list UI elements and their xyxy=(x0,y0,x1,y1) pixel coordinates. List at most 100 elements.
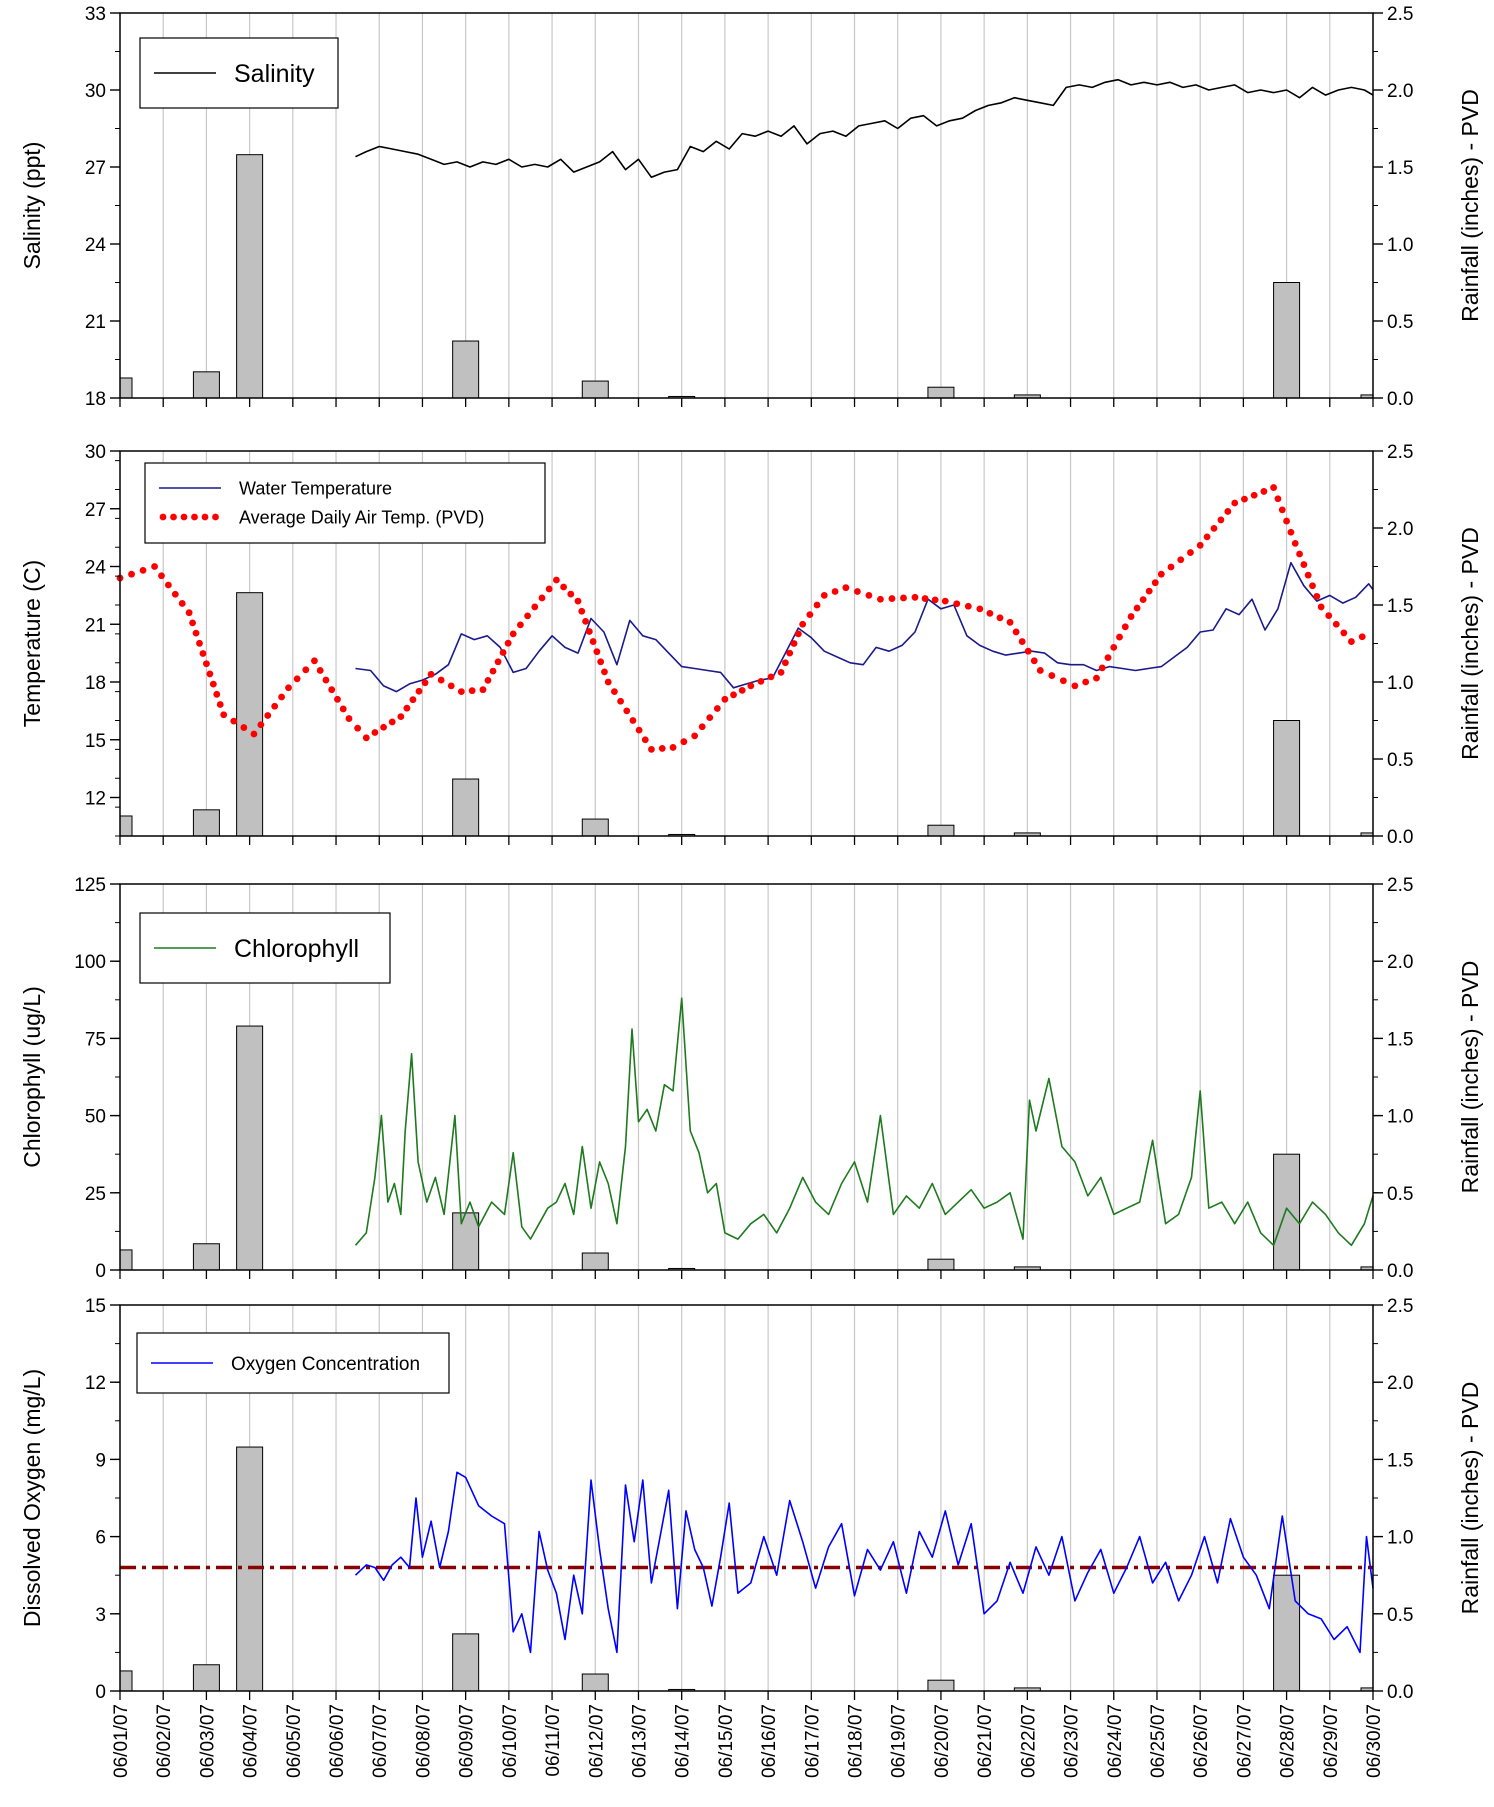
air-temp-point xyxy=(777,668,785,676)
air-temp-point xyxy=(128,570,135,578)
air-temp-point xyxy=(604,678,612,686)
air-temp-point xyxy=(911,593,919,601)
air-temp-point xyxy=(192,629,200,637)
legend-label: Oxygen Concentration xyxy=(231,1354,420,1375)
air-temp-point xyxy=(567,590,575,598)
air-temp-point xyxy=(953,600,961,608)
air-temp-point xyxy=(388,718,396,726)
rainfall-bar xyxy=(119,815,133,837)
air-temp-point xyxy=(1030,657,1038,665)
air-temp-point xyxy=(964,602,972,610)
air-temp-point xyxy=(1116,633,1123,641)
y-axis-title: Chlorophyll (ug/L) xyxy=(19,986,45,1168)
air-temp-point xyxy=(240,724,248,731)
x-tick-label: 06/17/07 xyxy=(802,1704,823,1778)
y2-tick-label: 1.0 xyxy=(1387,673,1413,694)
rainfall-bar xyxy=(581,818,609,837)
y2-tick-label: 2.5 xyxy=(1387,875,1413,896)
x-tick-label: 06/22/07 xyxy=(1018,1704,1039,1778)
air-temp-point xyxy=(806,611,814,619)
air-temp-point xyxy=(524,612,531,620)
rainfall-bar xyxy=(192,371,220,399)
legend-swatch xyxy=(180,513,188,521)
air-temp-point xyxy=(986,609,994,617)
air-temp-point xyxy=(311,657,318,665)
air-temp-point xyxy=(574,597,582,605)
y2-tick-label: 1.0 xyxy=(1387,235,1413,256)
air-temp-point xyxy=(139,566,147,574)
air-temp-point xyxy=(1048,672,1056,679)
air-temp-point xyxy=(888,595,896,602)
air-temp-point xyxy=(499,649,507,656)
air-temp-point xyxy=(790,640,798,647)
air-temp-point xyxy=(1317,603,1325,611)
x-tick-label: 06/16/07 xyxy=(759,1704,780,1778)
y2-tick-label: 0.5 xyxy=(1387,312,1413,333)
x-tick-label: 06/10/07 xyxy=(500,1704,521,1778)
air-temp-point xyxy=(589,638,597,645)
air-temp-point xyxy=(921,595,929,602)
air-temp-point xyxy=(1139,596,1147,604)
rainfall-bar xyxy=(581,1673,609,1692)
air-temp-point xyxy=(271,702,279,710)
air-temp-point xyxy=(185,609,193,617)
rainfall-bar xyxy=(1273,720,1301,837)
y-tick-label: 33 xyxy=(85,4,106,25)
air-temp-point xyxy=(1059,677,1067,685)
air-temp-point xyxy=(680,738,688,746)
air-temp-point xyxy=(706,714,714,722)
air-temp-point xyxy=(781,659,789,667)
x-tick-label: 06/26/07 xyxy=(1191,1704,1212,1778)
panel-2: 12 15 18 21 24 27 30 0.0 0.5 1.0 1.5 2.0 2.5 Temperat… xyxy=(19,442,1483,848)
y-tick-label: 27 xyxy=(85,500,106,521)
air-temp-point xyxy=(354,724,362,732)
rainfall-bar xyxy=(452,340,480,399)
y-tick-label: 15 xyxy=(85,1296,106,1317)
air-temp-point xyxy=(799,620,807,628)
y-axis-title: Salinity (ppt) xyxy=(19,142,45,270)
rainfall-bar xyxy=(927,386,955,399)
panel-3: 0 25 50 75 100 125 0.0 0.5 1.0 1.5 2.0 2.5 Chlorophy… xyxy=(19,875,1483,1282)
y-tick-label: 100 xyxy=(74,952,106,973)
x-tick-label: 06/08/07 xyxy=(413,1704,434,1778)
y-tick-label: 30 xyxy=(85,81,106,102)
y-tick-label: 50 xyxy=(85,1107,106,1128)
air-temp-point xyxy=(877,595,884,603)
air-temp-point xyxy=(1024,647,1032,655)
legend-label: Average Daily Air Temp. (PVD) xyxy=(239,507,484,527)
air-temp-point xyxy=(601,668,608,676)
y2-tick-label: 1.5 xyxy=(1387,596,1413,617)
y-tick-label: 30 xyxy=(85,442,106,463)
air-temp-point xyxy=(1012,628,1020,636)
y2-tick-label: 0.0 xyxy=(1387,1682,1413,1703)
air-temp-point xyxy=(578,607,586,615)
rainfall-bar xyxy=(452,1633,480,1692)
air-temp-point xyxy=(1098,664,1106,672)
air-temp-point xyxy=(1210,524,1218,532)
rainfall-bar xyxy=(1273,1574,1301,1692)
air-temp-point xyxy=(597,658,605,666)
air-temp-point xyxy=(552,576,560,584)
air-temp-point xyxy=(220,711,228,719)
air-temp-point xyxy=(1332,620,1340,628)
air-temp-point xyxy=(316,667,324,674)
legend: Oxygen Concentration xyxy=(136,1332,450,1394)
air-temp-point xyxy=(1196,541,1204,549)
air-temp-point xyxy=(611,688,618,696)
y2-axis-title: Rainfall (inches) - PVD xyxy=(1457,961,1483,1194)
y-tick-label: 3 xyxy=(95,1605,106,1626)
air-temp-point xyxy=(403,704,411,712)
rainfall-bar xyxy=(581,380,609,399)
x-tick-label: 06/07/07 xyxy=(370,1704,391,1778)
air-temp-point xyxy=(189,619,196,627)
y2-tick-label: 2.0 xyxy=(1387,1373,1413,1394)
air-temp-point xyxy=(582,617,589,625)
air-temp-point xyxy=(409,696,417,704)
air-temp-point xyxy=(1278,506,1286,514)
air-temp-point xyxy=(328,686,336,694)
y-axis-title: Dissolved Oxygen (mg/L) xyxy=(19,1369,45,1627)
air-temp-point xyxy=(1145,587,1153,595)
air-temp-point xyxy=(1133,604,1141,612)
y-tick-label: 0 xyxy=(95,1682,106,1703)
air-temp-point xyxy=(196,639,203,647)
